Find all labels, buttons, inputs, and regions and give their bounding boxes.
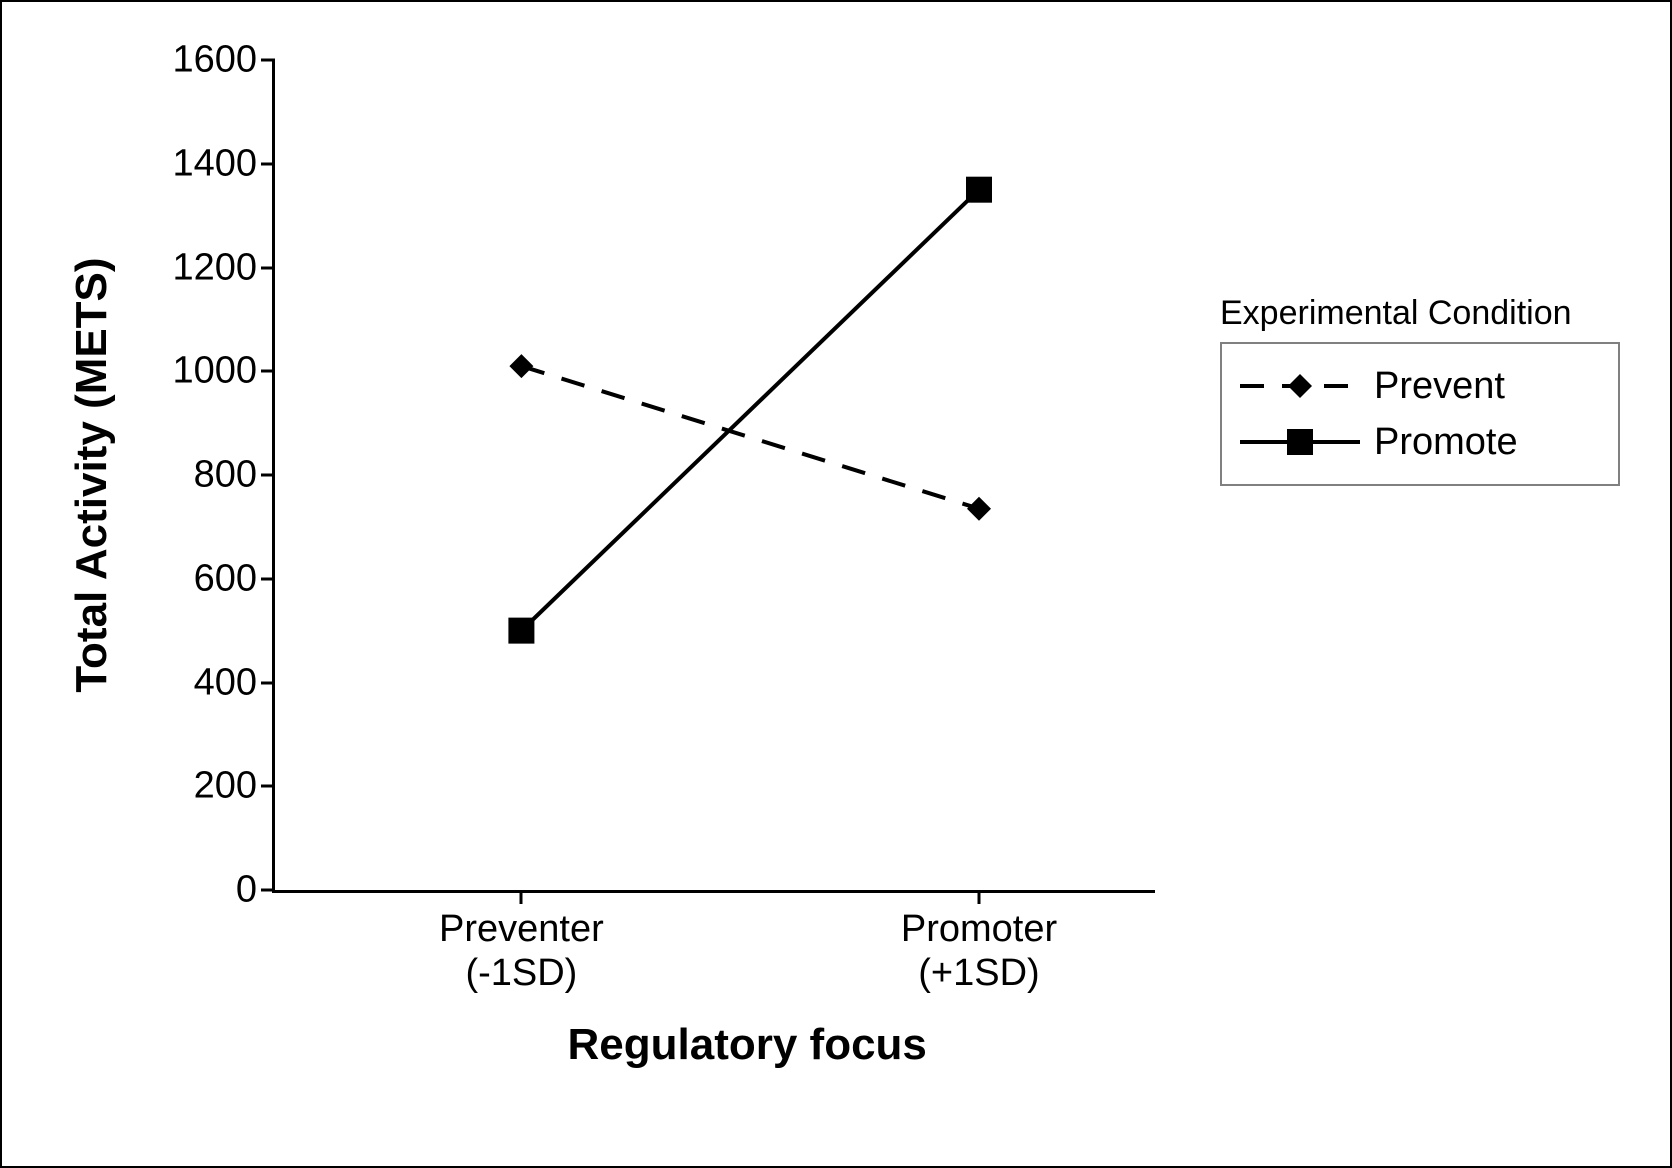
chart-svg [275,60,1155,890]
marker-square [508,618,534,644]
legend-title: Experimental Condition [1220,294,1572,333]
y-tick-label: 1200 [172,246,275,289]
legend-swatch [1240,366,1360,406]
series-line [521,190,979,631]
marker-diamond [1288,374,1312,398]
y-tick-label: 600 [194,557,275,600]
y-tick-label: 0 [236,869,275,912]
legend-swatch [1240,422,1360,462]
series-line [521,366,979,509]
legend-item: Promote [1240,414,1600,470]
y-tick-label: 1000 [172,350,275,393]
y-tick-label: 1400 [172,142,275,185]
y-tick-label: 1600 [172,39,275,82]
y-tick-label: 200 [194,765,275,808]
chart-frame: 0 200 400 600 800 1000 1200 1400 1600 Preventer(-… [0,0,1672,1168]
marker-diamond [967,497,991,521]
legend-item: Prevent [1240,358,1600,414]
x-tick-label: Promoter(+1SD) [901,890,1057,995]
legend-label: Prevent [1374,365,1505,408]
marker-square [966,177,992,203]
plot-area: 02004006008001000120014001600Preventer(-… [272,60,1155,893]
y-tick-label: 800 [194,454,275,497]
legend-box: Prevent Promote [1220,342,1620,486]
x-axis-title: Regulatory focus [567,1020,926,1070]
marker-square [1287,429,1313,455]
marker-diamond [509,354,533,378]
legend-label: Promote [1374,421,1518,464]
y-axis-title: Total Activity (METS) [67,257,117,692]
x-tick-label: Preventer(-1SD) [439,890,604,995]
y-tick-label: 400 [194,661,275,704]
